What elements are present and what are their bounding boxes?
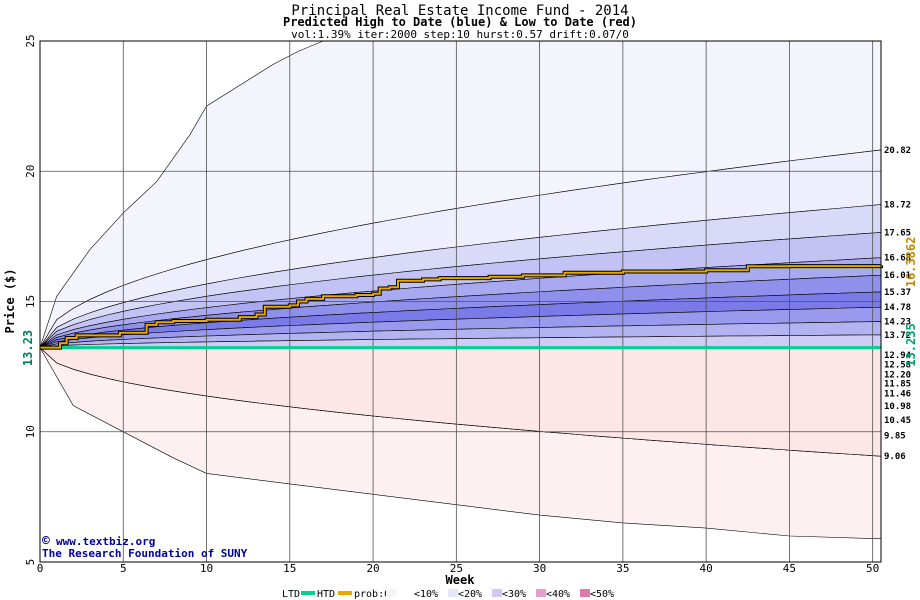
legend-swatch-4 [580, 589, 590, 597]
band-end-label: 12.94 [884, 351, 912, 361]
credit-url: www.textbiz.org [56, 535, 155, 548]
legend: LTD HTD prob:0% <10% <20% <30% <40% <50% [282, 589, 614, 600]
band-end-label: 18.72 [884, 201, 911, 211]
legend-htd-swatch [338, 591, 352, 595]
legend-label-2: <30% [502, 589, 526, 600]
x-tick-label: 40 [700, 562, 713, 575]
band-end-label: 16.01 [884, 271, 911, 281]
band-end-label: 11.46 [884, 390, 911, 400]
band-end-label: 11.85 [884, 380, 911, 390]
legend-swatch-0 [404, 589, 414, 597]
x-tick-label: 10 [200, 562, 213, 575]
x-tick-label: 20 [366, 562, 379, 575]
y-tick-label: 5 [24, 559, 37, 566]
legend-prob0-swatch [386, 589, 396, 597]
ltd-end-value: 13.235 [904, 323, 918, 366]
y-tick-label: 25 [24, 34, 37, 47]
x-tick-label: 35 [616, 562, 629, 575]
band-end-label: 16.68 [884, 254, 911, 264]
plot-area: 0 5 10 15 20 25 30 35 40 45 5051015202520.8218.721… [24, 34, 912, 575]
chart-params: vol:1.39% iter:2000 step:10 hurst:0.57 d… [291, 28, 629, 41]
legend-ltd-label: LTD [282, 589, 300, 600]
x-tick-label: 25 [450, 562, 463, 575]
x-tick-label: 45 [783, 562, 796, 575]
band-end-label: 14.23 [884, 318, 911, 328]
y-tick-label: 10 [24, 425, 37, 438]
band-end-label: 10.98 [884, 402, 911, 412]
band-end-label: 9.85 [884, 432, 906, 442]
band-end-label: 13.72 [884, 331, 911, 341]
htd-end-value: 16.3862 [904, 237, 918, 288]
chart-subtitle: Predicted High to Date (blue) & Low to D… [283, 15, 637, 29]
band-end-label: 12.20 [884, 370, 911, 380]
htd-line [40, 265, 882, 349]
start-value-label: 13.23 [21, 330, 35, 366]
credit-org: The Research Foundation of SUNY [42, 547, 248, 560]
y-tick-label: 20 [24, 165, 37, 178]
legend-prob-label: prob:0% [354, 589, 396, 600]
credits: © www.textbiz.org The Research Foundatio… [42, 534, 248, 560]
x-axis-label: Week [446, 573, 476, 587]
legend-label-1: <20% [458, 589, 482, 600]
legend-htd-label: HTD [317, 589, 335, 600]
plot-frame [39, 40, 882, 563]
legend-swatch-1 [448, 589, 458, 597]
band-end-label: 17.65 [884, 228, 911, 238]
y-axis-label: Price ($) [3, 268, 17, 333]
band-end-label: 9.06 [884, 452, 906, 462]
x-tick-label: 50 [866, 562, 879, 575]
x-tick-label: 0 [37, 562, 44, 575]
legend-label-3: <40% [546, 589, 570, 600]
band-end-label: 12.58 [884, 361, 911, 371]
band-end-label: 10.45 [884, 416, 911, 426]
legend-label-0: <10% [414, 589, 438, 600]
legend-ltd-swatch [301, 591, 315, 595]
legend-swatch-3 [536, 589, 546, 597]
copyright-symbol: © [42, 534, 50, 549]
x-tick-label: 15 [283, 562, 296, 575]
x-tick-label: 5 [120, 562, 127, 575]
band-end-label: 20.82 [884, 146, 911, 156]
band-end-label: 14.78 [884, 303, 911, 313]
legend-label-4: <50% [590, 589, 614, 600]
chart-title: Principal Real Estate Income Fund - 2014 [291, 3, 628, 19]
x-tick-label: 30 [533, 562, 546, 575]
legend-swatch-2 [492, 589, 502, 597]
y-tick-label: 15 [24, 295, 37, 308]
band-end-label: 15.37 [884, 288, 911, 298]
